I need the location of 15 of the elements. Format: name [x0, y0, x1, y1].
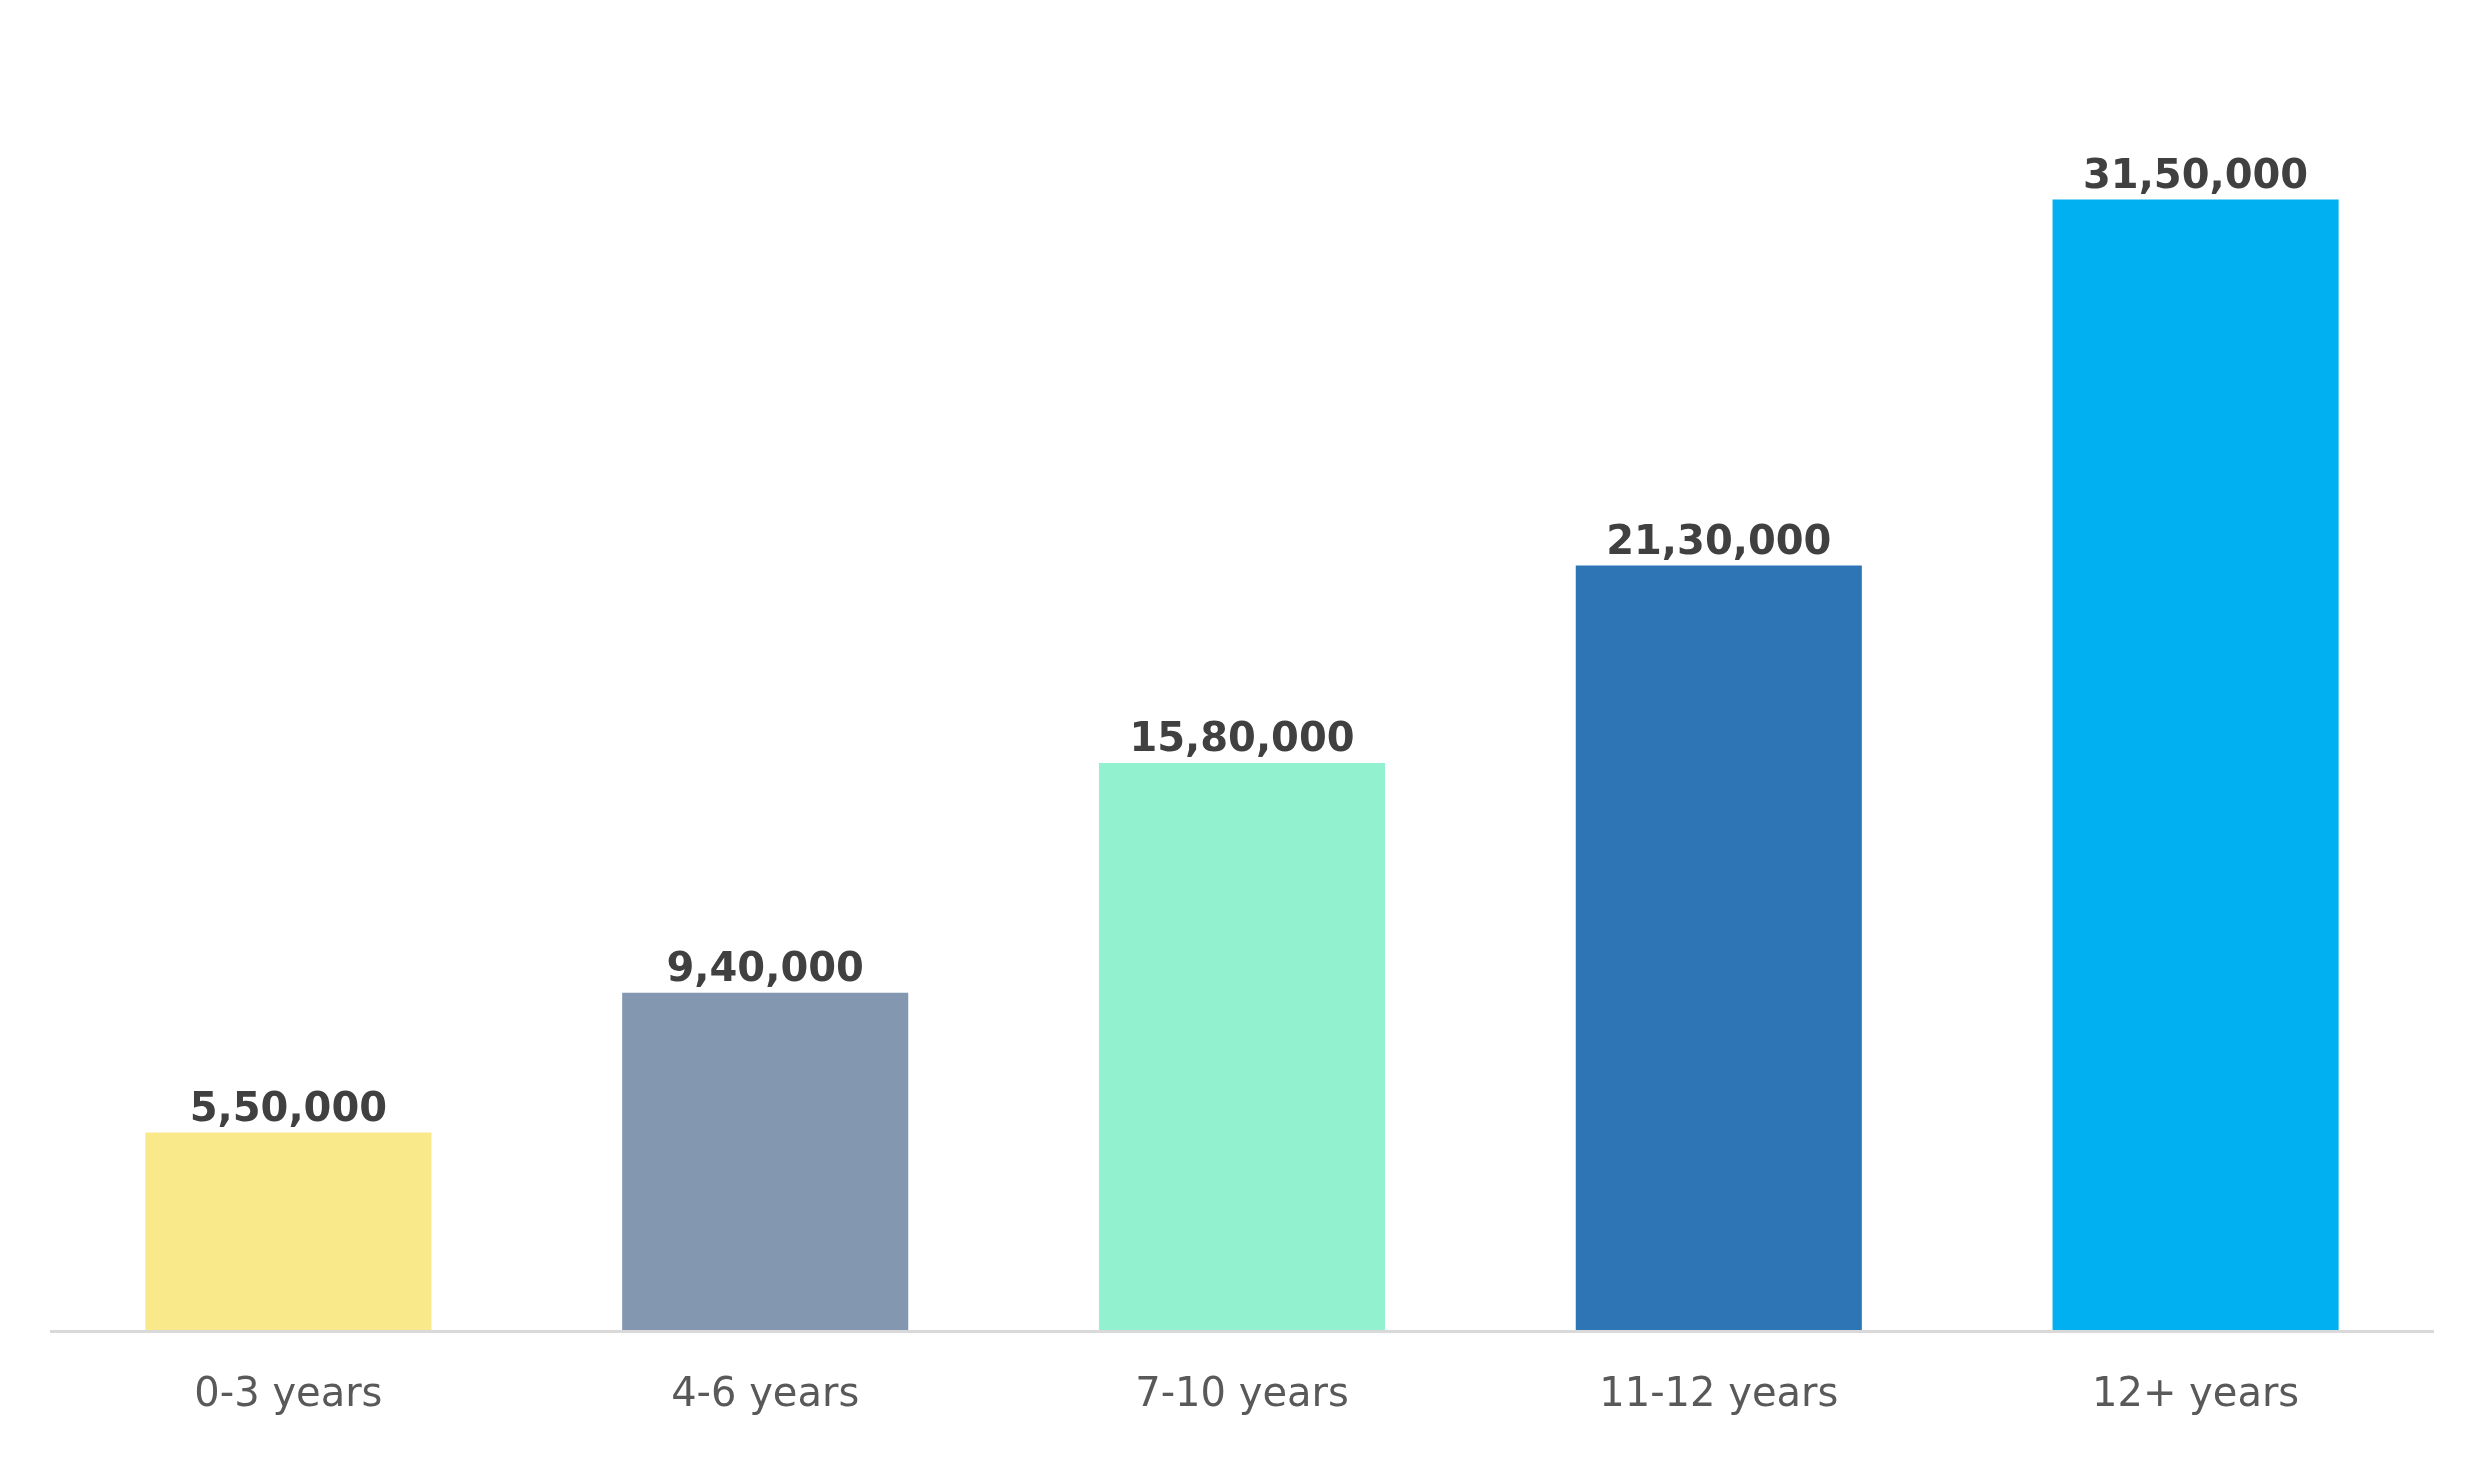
x-tick-label: 7-10 years	[1135, 1369, 1349, 1415]
bar	[145, 1132, 432, 1330]
data-label: 31,50,000	[2082, 150, 2309, 197]
x-tick-label: 4-6 years	[671, 1369, 860, 1415]
bar	[1098, 762, 1386, 1330]
data-label: 21,30,000	[1606, 516, 1832, 563]
bar	[1575, 565, 1862, 1330]
bar	[622, 992, 909, 1330]
x-tick-label: 0-3 years	[194, 1369, 383, 1415]
data-label: 15,80,000	[1129, 713, 1355, 760]
bar	[2052, 199, 2339, 1330]
data-label: 5,50,000	[189, 1083, 388, 1130]
data-label: 9,40,000	[666, 943, 864, 990]
x-tick-label: 11-12 years	[1599, 1369, 1839, 1415]
x-tick-label: 12+ years	[2091, 1369, 2300, 1415]
